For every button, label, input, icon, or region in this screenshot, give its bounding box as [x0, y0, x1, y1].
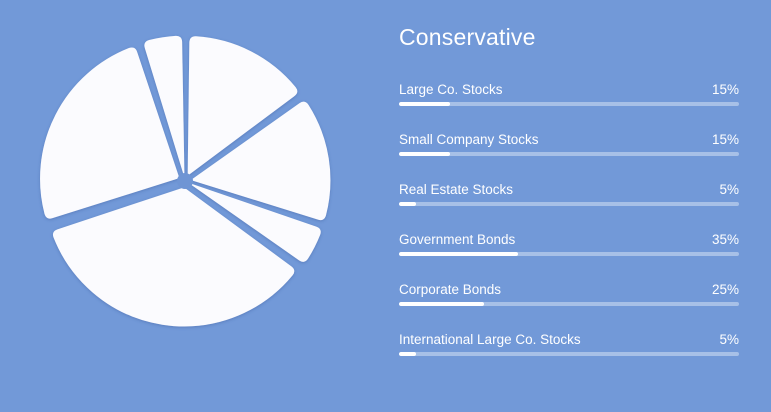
allocation-percent: 15%: [711, 132, 739, 147]
allocation-bar-track: [399, 302, 739, 306]
allocation-bar-track: [399, 252, 739, 256]
allocation-label: Large Co. Stocks: [399, 82, 503, 97]
allocation-row-government-bonds: Government Bonds 35%: [399, 232, 739, 262]
allocation-bar-fill: [399, 302, 484, 306]
allocation-bar-track: [399, 202, 739, 206]
allocation-row-real-estate-stocks: Real Estate Stocks 5%: [399, 182, 739, 212]
allocation-percent: 5%: [719, 182, 739, 197]
allocation-label: Small Company Stocks: [399, 132, 539, 147]
pie-center-dot: [177, 173, 193, 189]
allocation-percent: 25%: [711, 282, 739, 297]
allocation-bar-track: [399, 102, 739, 106]
allocation-bar-fill: [399, 352, 416, 356]
pie-slice: [190, 183, 321, 262]
allocation-row-international-large-co-stocks: International Large Co. Stocks 5%: [399, 332, 739, 362]
allocation-percent: 15%: [711, 82, 739, 97]
pie-slice: [144, 35, 185, 175]
allocation-bar-track: [399, 152, 739, 156]
pie-slice: [40, 47, 180, 219]
pie-slice: [187, 36, 298, 176]
allocation-label: Government Bonds: [399, 232, 516, 247]
portfolio-title: Conservative: [399, 24, 536, 50]
allocation-row-corporate-bonds: Corporate Bonds 25%: [399, 282, 739, 312]
allocation-pie-chart: [40, 35, 331, 327]
allocation-bar-track: [399, 352, 739, 356]
allocation-row-large-co-stocks: Large Co. Stocks 15%: [399, 82, 739, 112]
allocation-percent: 35%: [711, 232, 739, 247]
allocation-bar-fill: [399, 152, 450, 156]
allocation-label: Corporate Bonds: [399, 282, 502, 297]
allocation-percent: 5%: [719, 332, 739, 347]
allocation-label: International Large Co. Stocks: [399, 332, 581, 347]
allocation-row-small-company-stocks: Small Company Stocks 15%: [399, 132, 739, 162]
pie-slice: [52, 187, 295, 327]
allocation-bar-fill: [399, 202, 416, 206]
allocation-bar-fill: [399, 102, 450, 106]
allocation-label: Real Estate Stocks: [399, 182, 514, 197]
allocation-bar-fill: [399, 252, 518, 256]
pie-slice: [191, 101, 331, 221]
